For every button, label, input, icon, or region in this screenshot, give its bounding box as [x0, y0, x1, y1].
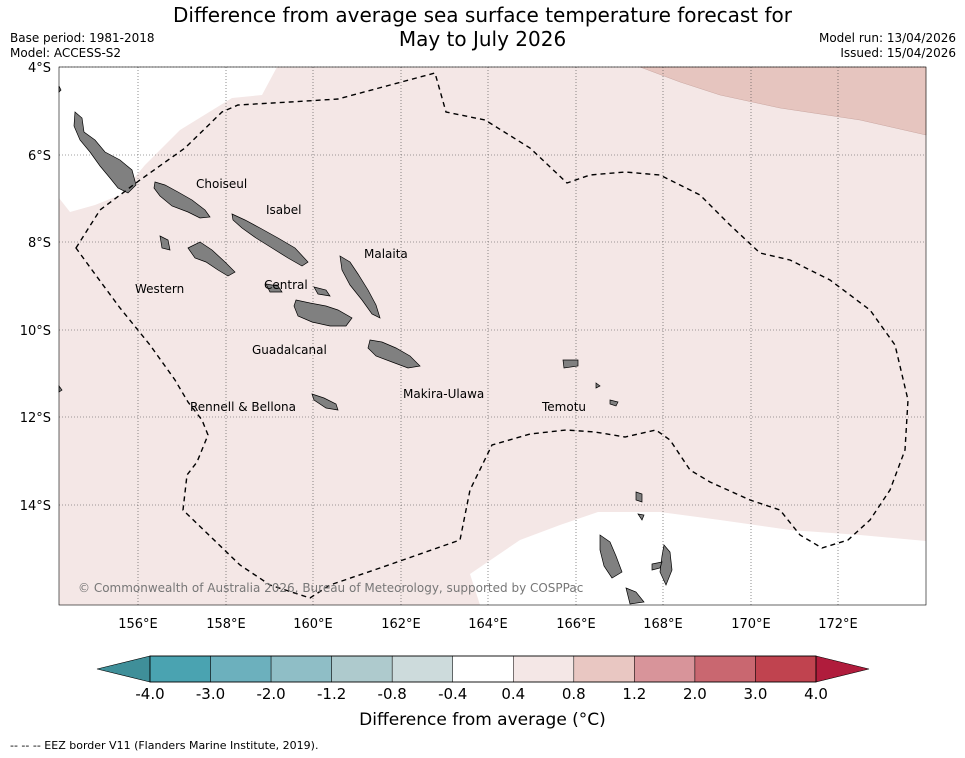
- lon-tick-label: 156°E: [118, 617, 158, 632]
- colorbar-segment: [755, 655, 817, 683]
- model-run: Model run: 13/04/2026: [818, 31, 956, 45]
- colorbar-extend-high: [815, 655, 870, 683]
- colorbar-tick-label: -2.0: [256, 685, 285, 703]
- land: [58, 85, 673, 605]
- model-name: Model: ACCESS-S2: [10, 46, 122, 60]
- province-label-western: Western: [135, 282, 184, 296]
- colorbar-segment: [149, 655, 211, 683]
- colorbar-tick-label: 0.4: [501, 685, 525, 703]
- island-makira: [367, 339, 421, 369]
- island-choiseul-west: [73, 111, 137, 194]
- province-label-malaita: Malaita: [364, 247, 408, 261]
- island-isabel: [231, 213, 309, 267]
- colorbar-tick-label: -3.0: [196, 685, 225, 703]
- anomaly-fill-0.4-0.8: [59, 67, 926, 605]
- island-vanuatu-3: [659, 544, 673, 586]
- lat-tick-label: 8°S: [28, 236, 51, 251]
- lon-tick-label: 162°E: [381, 617, 421, 632]
- footnote: -- -- -- EEZ border V11 (Flanders Marine…: [10, 739, 319, 752]
- island-rennell: [311, 393, 339, 411]
- colorbar-tick-label: 0.8: [562, 685, 586, 703]
- island-choiseul: [153, 181, 211, 219]
- plot-frame: [58, 66, 927, 606]
- island-vanuatu-4: [651, 561, 663, 571]
- lat-tick-label: 6°S: [28, 149, 51, 164]
- base-period: Base period: 1981-2018: [10, 31, 155, 45]
- colorbar-segment: [573, 655, 635, 683]
- colorbar-tick-label: 2.0: [683, 685, 707, 703]
- lon-tick-label: 160°E: [293, 617, 333, 632]
- colorbar-title: Difference from average (°C): [359, 710, 606, 730]
- island-new-georgia: [187, 241, 236, 277]
- colorbar-segment: [694, 655, 756, 683]
- province-label-guadalcanal: Guadalcanal: [252, 343, 327, 357]
- colorbar-extend-low: [96, 655, 151, 683]
- colorbar-segment: [391, 655, 453, 683]
- lon-tick-label: 170°E: [731, 617, 771, 632]
- colorbar-tick-label: -4.0: [135, 685, 164, 703]
- island-temotu-small: [595, 382, 601, 389]
- province-label-makira-ulawa: Makira-Ulawa: [403, 387, 484, 401]
- anomaly-fill-neutral-se: [470, 512, 926, 605]
- island-malaita: [339, 255, 381, 319]
- colorbar-tick-label: 3.0: [744, 685, 768, 703]
- colorbar-tick-label: -0.8: [378, 685, 407, 703]
- eez-border: [75, 72, 909, 599]
- colorbar-tick-label: 4.0: [804, 685, 828, 703]
- colorbar-segment: [270, 655, 332, 683]
- issued-date: Issued: 15/04/2026: [840, 46, 956, 60]
- colorbar-segment: [513, 655, 575, 683]
- island-florida: [313, 286, 331, 297]
- island-guadalcanal: [293, 299, 353, 327]
- island-vanuatu-6: [637, 513, 645, 521]
- lat-tick-label: 12°S: [20, 411, 51, 426]
- island-temotu-small-2: [609, 399, 619, 407]
- colorbar: -4.0 -3.0 -2.0 -1.2 -0.8 -0.4 0.4 0.8 1.2 2.0 3.0 4…: [96, 655, 870, 703]
- island-vanuatu-5: [625, 587, 645, 605]
- colorbar-frame: [149, 655, 817, 683]
- province-label-choiseul: Choiseul: [196, 177, 247, 191]
- colorbar-tick-label: -1.2: [317, 685, 346, 703]
- lat-tick-label: 4°S: [28, 61, 51, 76]
- island-vanuatu-1: [599, 534, 623, 579]
- lon-tick-label: 158°E: [206, 617, 246, 632]
- colorbar-segment: [634, 655, 696, 683]
- lon-tick-label: 168°E: [643, 617, 683, 632]
- title-line-1: Difference from average sea surface temp…: [172, 3, 792, 27]
- island-santa-cruz: [562, 359, 579, 369]
- colorbar-tick-label: -0.4: [438, 685, 467, 703]
- lat-tick-label: 14°S: [20, 499, 51, 514]
- colorbar-segment: [452, 655, 514, 683]
- province-label-temotu: Temotu: [541, 400, 586, 414]
- page-title: Difference from average sea surface temp…: [0, 3, 965, 51]
- meta-left: Base period: 1981-2018 Model: ACCESS-S2: [10, 31, 155, 61]
- lat-tick-label: 10°S: [20, 324, 51, 339]
- colorbar-segment: [331, 655, 393, 683]
- island-vella: [159, 235, 171, 251]
- province-label-isabel: Isabel: [266, 203, 301, 217]
- lon-tick-label: 164°E: [468, 617, 508, 632]
- title-line-2: May to July 2026: [398, 27, 567, 51]
- copyright-text: © Commonwealth of Australia 2026, Bureau…: [78, 581, 583, 595]
- lon-tick-label: 172°E: [818, 617, 858, 632]
- meta-right: Model run: 13/04/2026 Issued: 15/04/2026: [819, 31, 956, 61]
- island-vanuatu-2: [635, 491, 643, 503]
- province-label-central: Central: [264, 278, 308, 292]
- colorbar-tick-label: 1.2: [622, 685, 646, 703]
- island-central: [265, 283, 283, 293]
- province-label-rennell-bellona: Rennell & Bellona: [190, 400, 296, 414]
- colorbar-segment: [210, 655, 272, 683]
- lon-tick-label: 166°E: [556, 617, 596, 632]
